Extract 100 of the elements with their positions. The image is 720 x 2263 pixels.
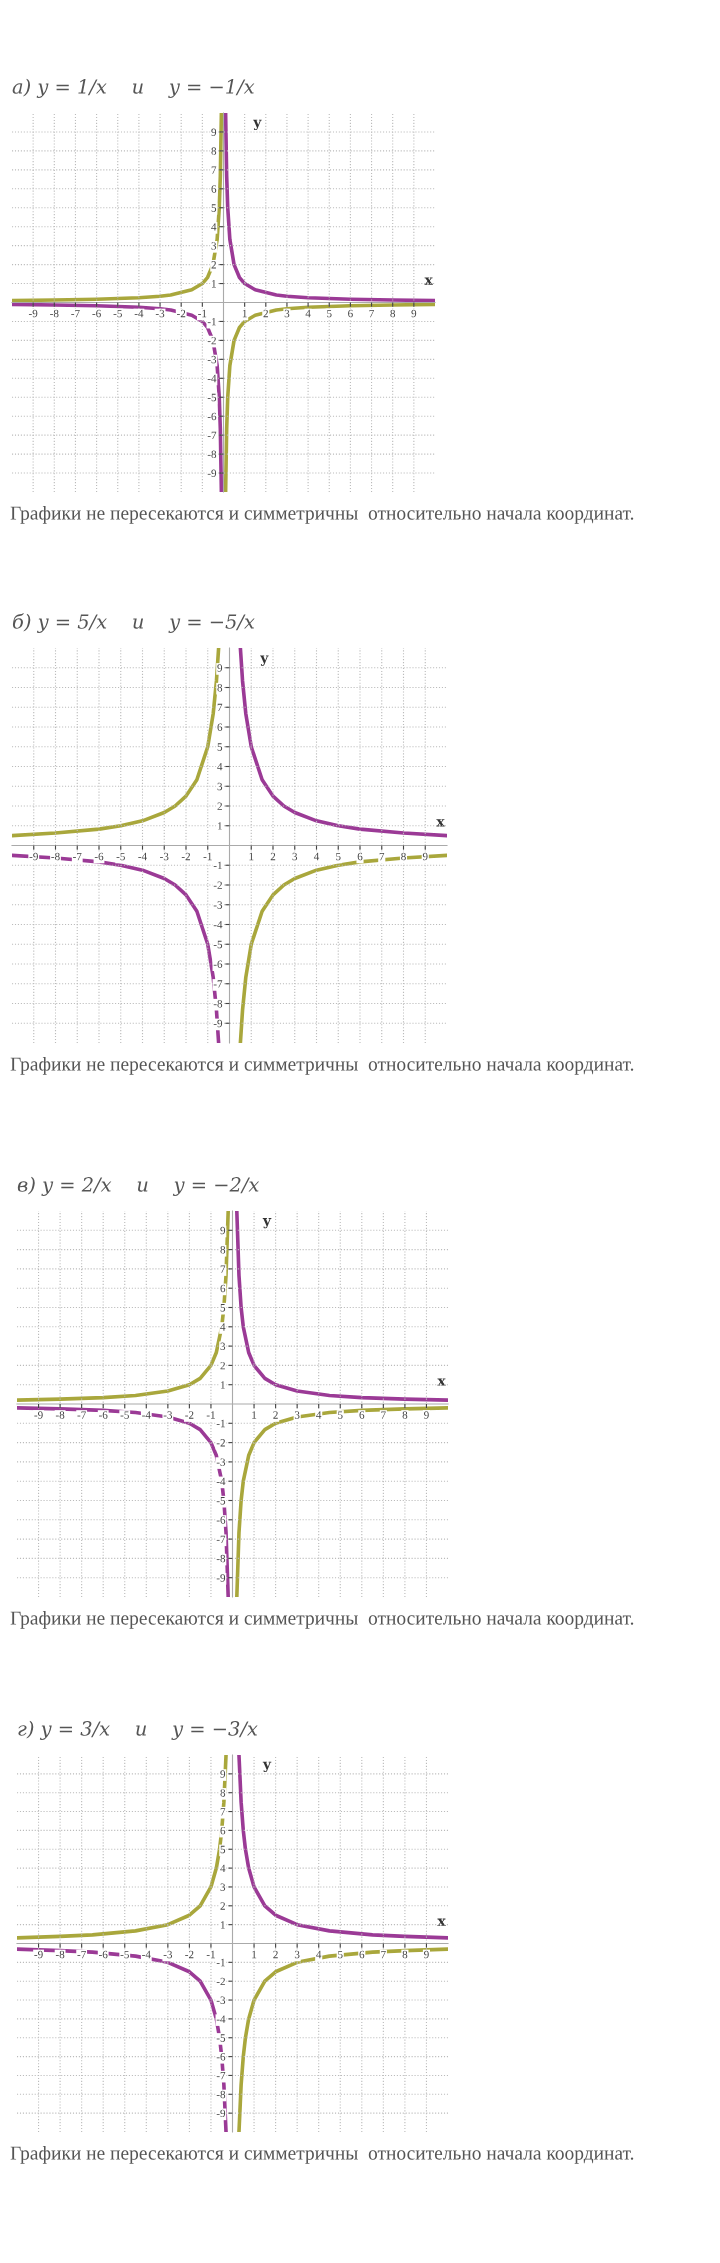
y-tick-label: -6 xyxy=(213,960,223,968)
y-tick-label: 3 xyxy=(217,782,223,791)
x-tick-label: -2 xyxy=(181,852,191,861)
y-tick-label: 4 xyxy=(211,223,217,231)
y-tick-label: 6 xyxy=(211,185,217,193)
x-tick-label: 3 xyxy=(292,852,298,861)
y-tick-label: -2 xyxy=(216,1439,225,1447)
y-tick-label: 4 xyxy=(220,1323,226,1331)
y-tick-label: -1 xyxy=(213,861,222,870)
y-tick-label: 9 xyxy=(220,1226,226,1235)
y-tick-label: 7 xyxy=(211,166,217,174)
y-tick-label: 3 xyxy=(220,1883,226,1891)
x-tick-label: 8 xyxy=(390,309,396,318)
text: Графики не пересекаются и симметричны относительно начала координат. xyxy=(10,1057,634,1075)
x-tick-label: 4 xyxy=(316,1411,322,1419)
y-tick-label: 8 xyxy=(211,147,217,155)
y-tick-label: -1 xyxy=(207,317,216,326)
y-tick-label: -4 xyxy=(216,1477,226,1486)
x-tick-label: 7 xyxy=(381,1950,386,1959)
x-tick-label: 3 xyxy=(294,1411,300,1419)
text: Графики не пересекаются и симметричны относительно начала координат. xyxy=(10,1611,634,1629)
chart-title: в) y = 2/x и y = −2/x xyxy=(17,1176,260,1196)
x-tick-label: -1 xyxy=(198,309,207,318)
y-tick-label: 5 xyxy=(211,204,217,212)
x-tick-label: -3 xyxy=(163,1411,173,1419)
x-tick-label: -4 xyxy=(142,1950,151,1959)
y-tick-label: -8 xyxy=(216,1554,226,1563)
x-tick-label: -2 xyxy=(185,1411,194,1419)
y-tick-label: 2 xyxy=(220,1361,225,1370)
y-tick-label: 1 xyxy=(211,280,216,288)
y-tick-label: -2 xyxy=(213,881,222,889)
y-tick-label: -7 xyxy=(213,980,223,988)
y-tick-label: -9 xyxy=(216,2109,226,2118)
x-tick-label: 6 xyxy=(348,309,353,318)
x-tick-label: -7 xyxy=(71,309,80,318)
x-tick-label: 1 xyxy=(252,1411,257,1419)
x-tick-label: 5 xyxy=(338,1411,343,1419)
y-tick-label: -1 xyxy=(216,1958,225,1967)
y-tick-label: -5 xyxy=(207,393,217,402)
x-tick-label: -9 xyxy=(34,1411,43,1419)
y-tick-label: 9 xyxy=(217,664,223,672)
x-tick-label: 2 xyxy=(270,852,276,861)
x-tick-label: 7 xyxy=(369,309,375,318)
x-tick-label: -4 xyxy=(142,1411,151,1419)
y-tick-label: -5 xyxy=(216,2034,226,2042)
y-axis-title: y xyxy=(253,119,262,131)
y-tick-label: 5 xyxy=(217,743,223,751)
x-tick-label: -8 xyxy=(55,1411,65,1419)
x-tick-label: -5 xyxy=(113,309,122,318)
text: Графики не пересекаются и симметричны относительно начала координат. xyxy=(10,2146,634,2164)
y-tick-label: 2 xyxy=(217,802,222,810)
x-axis-title: x xyxy=(424,277,433,285)
y-tick-label: -4 xyxy=(207,374,217,383)
y-tick-label: 1 xyxy=(220,1381,225,1389)
y-tick-label: 3 xyxy=(220,1342,226,1351)
x-tick-label: 1 xyxy=(252,1950,257,1959)
y-tick-label: 3 xyxy=(211,242,217,250)
x-tick-label: 4 xyxy=(305,309,311,318)
x-tick-label: 7 xyxy=(381,1411,386,1419)
y-tick-label: -8 xyxy=(216,2090,226,2099)
x-tick-label: 9 xyxy=(424,1411,429,1419)
chart-title: а) y = 1/x и y = −1/x xyxy=(12,78,255,98)
y-tick-label: -6 xyxy=(207,412,217,421)
y-tick-label: -9 xyxy=(207,469,217,478)
x-tick-label: 3 xyxy=(294,1950,300,1959)
x-tick-label: -9 xyxy=(28,309,38,318)
x-axis-title: x xyxy=(437,1378,446,1386)
x-tick-label: 6 xyxy=(359,1411,365,1419)
y-tick-label: -2 xyxy=(207,336,216,345)
x-tick-label: -6 xyxy=(92,309,101,318)
y-tick-label: -1 xyxy=(216,1419,225,1428)
y-tick-label: -7 xyxy=(216,2072,226,2080)
y-tick-label: 7 xyxy=(217,703,223,712)
x-tick-label: 1 xyxy=(242,309,247,318)
y-tick-label: -3 xyxy=(213,901,223,909)
y-tick-label: -5 xyxy=(216,1497,226,1505)
x-axis-title: x xyxy=(436,819,445,827)
y-tick-label: 6 xyxy=(217,723,223,731)
x-tick-label: -5 xyxy=(120,1411,129,1419)
x-tick-label: -3 xyxy=(163,1950,173,1959)
y-tick-label: -7 xyxy=(207,431,217,440)
x-tick-label: 5 xyxy=(336,852,341,861)
x-tick-label: 6 xyxy=(359,1950,365,1959)
x-tick-label: 8 xyxy=(402,1411,408,1419)
x-tick-label: -8 xyxy=(55,1950,65,1959)
y-tick-label: 5 xyxy=(220,1845,226,1854)
chart-title: б) y = 5/x и y = −5/x xyxy=(12,613,255,633)
y-tick-label: 9 xyxy=(211,128,217,136)
y-tick-label: -9 xyxy=(216,1574,226,1582)
x-tick-label: -6 xyxy=(98,1950,108,1959)
x-tick-label: 9 xyxy=(411,309,417,318)
x-tick-label: -6 xyxy=(94,852,104,861)
text: Графики не пересекаются и симметричны относительно начала координат. xyxy=(10,506,634,524)
y-tick-label: 6 xyxy=(220,1284,226,1293)
y-tick-label: 1 xyxy=(220,1921,225,1929)
x-tick-label: -5 xyxy=(120,1950,129,1959)
x-tick-label: -8 xyxy=(51,852,60,861)
y-tick-label: 7 xyxy=(220,1808,226,1816)
y-tick-label: 8 xyxy=(220,1789,226,1797)
x-tick-label: 5 xyxy=(338,1950,343,1959)
